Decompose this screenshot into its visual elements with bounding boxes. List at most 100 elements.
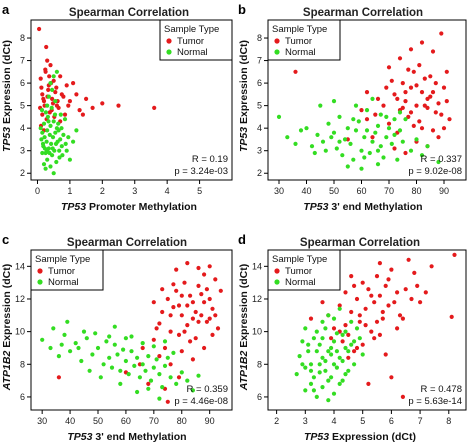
data-point	[162, 339, 168, 344]
data-point	[51, 326, 56, 331]
data-point	[107, 334, 112, 339]
data-point	[40, 337, 45, 342]
data-point	[57, 155, 62, 160]
data-point	[190, 300, 195, 305]
data-point	[59, 144, 64, 149]
legend-box	[267, 249, 341, 291]
y-tick-label: 12	[252, 294, 262, 304]
data-point	[425, 96, 430, 101]
data-point	[403, 117, 408, 122]
data-point	[202, 272, 207, 277]
x-tick-label: 4	[165, 186, 170, 196]
data-point	[331, 391, 337, 396]
data-point	[213, 277, 218, 282]
data-point	[285, 135, 290, 140]
data-point	[90, 352, 95, 357]
y-tick-label: 12	[15, 294, 25, 304]
data-point	[389, 78, 394, 83]
data-point	[171, 305, 176, 310]
data-point	[41, 96, 46, 101]
y-tick-label: 6	[20, 78, 25, 88]
data-point	[331, 326, 337, 331]
data-point	[71, 81, 76, 86]
data-point	[207, 264, 212, 269]
y-tick-label: 2	[20, 168, 25, 178]
data-point	[337, 306, 342, 311]
data-point	[414, 137, 419, 142]
data-point	[210, 332, 215, 337]
data-point	[389, 267, 394, 272]
data-point	[54, 85, 59, 90]
data-point	[389, 375, 394, 380]
legend-marker	[274, 279, 280, 285]
legend-marker	[166, 49, 172, 55]
data-point	[346, 349, 351, 354]
data-point	[43, 67, 48, 72]
data-point	[354, 296, 360, 302]
data-point	[129, 334, 134, 339]
x-tick-label: 60	[121, 416, 131, 426]
series-tumor	[56, 261, 223, 404]
data-point	[419, 126, 425, 131]
data-point	[154, 326, 159, 331]
data-point	[334, 365, 339, 370]
data-point	[337, 114, 342, 119]
data-point	[90, 105, 95, 110]
x-axis-label: TP53 3' end Methylation	[67, 431, 186, 443]
legend-entry-label: Tumor	[285, 266, 312, 277]
data-point	[386, 277, 391, 282]
data-point	[157, 321, 162, 326]
data-point	[395, 290, 400, 295]
data-point	[59, 342, 64, 347]
data-point	[48, 63, 53, 68]
data-point	[215, 326, 221, 331]
data-point	[409, 296, 414, 302]
data-point	[38, 76, 43, 81]
data-point	[54, 159, 59, 165]
data-point	[419, 40, 425, 45]
data-point	[359, 148, 364, 153]
data-point	[400, 105, 405, 110]
x-axis-label-gene: TP53	[304, 431, 329, 443]
data-point	[40, 141, 46, 146]
data-point	[449, 314, 454, 319]
x-tick-label: 90	[205, 416, 215, 426]
data-point	[373, 112, 378, 117]
data-point	[386, 303, 391, 308]
data-point	[412, 270, 417, 275]
data-point	[176, 303, 182, 308]
data-point	[123, 336, 128, 341]
x-tick-label: 90	[439, 186, 449, 196]
data-point	[364, 108, 370, 113]
x-tick-label: 2	[274, 416, 279, 426]
data-point	[50, 135, 56, 140]
data-point	[126, 372, 131, 377]
data-point	[329, 336, 334, 341]
x-axis-label-text: 3' end Methylation	[93, 431, 187, 443]
data-point	[179, 370, 184, 375]
data-point	[403, 99, 408, 104]
data-point	[352, 362, 357, 367]
data-point	[375, 148, 381, 153]
data-point	[66, 103, 71, 108]
y-axis-label-text: Expression (dCt)	[238, 40, 250, 127]
data-point	[95, 345, 101, 351]
data-point	[116, 103, 121, 108]
data-point	[403, 90, 408, 95]
x-axis-label: TP53 Promoter Methylation	[61, 201, 197, 213]
data-point	[395, 96, 400, 101]
data-point	[323, 148, 328, 153]
data-point	[329, 345, 334, 351]
data-point	[45, 58, 50, 63]
y-tick-label: 4	[20, 123, 25, 133]
data-point	[76, 345, 81, 351]
data-point	[400, 316, 405, 321]
data-point	[343, 323, 348, 328]
data-point	[351, 117, 356, 122]
data-point	[182, 329, 187, 334]
data-point	[386, 65, 392, 70]
x-tick-label: 70	[149, 416, 159, 426]
data-point	[64, 148, 69, 153]
data-point	[429, 264, 434, 269]
